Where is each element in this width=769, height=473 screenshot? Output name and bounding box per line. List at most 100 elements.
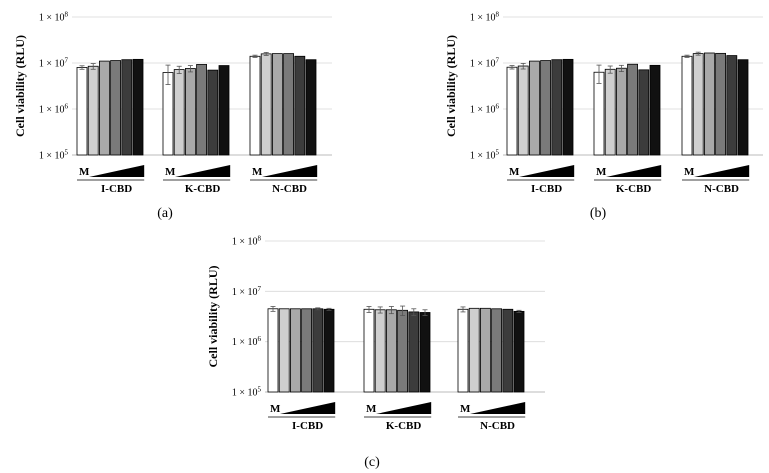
panel-label: (a) xyxy=(157,206,173,221)
bar xyxy=(737,59,749,156)
mock-label: M xyxy=(596,166,607,178)
y-tick-label: 1 × 106 xyxy=(39,103,69,116)
bar xyxy=(715,52,726,156)
bar xyxy=(593,71,605,156)
bar xyxy=(529,60,540,156)
y-tick-label: 1 × 105 xyxy=(39,149,69,162)
y-axis-label: Cell viability (RLU) xyxy=(444,35,458,137)
group-label: I-CBD xyxy=(531,183,562,195)
bar xyxy=(132,58,144,156)
bar xyxy=(260,53,272,156)
concentration-triangle xyxy=(262,165,318,177)
y-axis-label: Cell viability (RLU) xyxy=(206,266,220,368)
y-tick-label: 1 × 105 xyxy=(232,386,262,399)
group-label: I-CBD xyxy=(292,420,323,432)
group-label: N-CBD xyxy=(272,183,307,195)
bar xyxy=(323,308,335,393)
bar xyxy=(479,307,491,393)
bar xyxy=(692,53,704,156)
bar xyxy=(604,68,616,156)
bar xyxy=(397,309,409,393)
concentration-triangle xyxy=(280,402,336,414)
y-tick-label: 1 × 106 xyxy=(232,335,262,348)
y-tick-label: 1 × 108 xyxy=(470,11,500,24)
chart-panel-3: 1 × 105 1 × 106 1 × 107 1 × 108 Cell viabili… xyxy=(206,235,545,470)
bar xyxy=(419,312,431,393)
bar xyxy=(363,308,375,393)
bar xyxy=(704,52,715,156)
concentration-triangle xyxy=(694,165,750,177)
y-tick-label: 1 × 107 xyxy=(39,57,69,70)
mock-label: M xyxy=(252,166,263,178)
y-axis-label: Cell viability (RLU) xyxy=(13,35,27,137)
bar xyxy=(562,58,574,156)
panel-label: (b) xyxy=(590,206,607,221)
bar xyxy=(385,309,397,393)
bar xyxy=(616,67,627,156)
bar xyxy=(87,65,99,156)
bar xyxy=(506,66,518,156)
concentration-triangle xyxy=(376,402,432,414)
bar xyxy=(184,68,196,156)
bar xyxy=(649,64,661,156)
bar xyxy=(110,60,121,156)
group-label: K-CBD xyxy=(386,420,422,432)
concentration-triangle xyxy=(606,165,662,177)
concentration-triangle xyxy=(89,165,145,177)
bar xyxy=(540,60,551,156)
bar xyxy=(218,65,230,156)
bar xyxy=(551,59,563,156)
bar xyxy=(305,59,317,156)
y-tick-label: 1 × 107 xyxy=(470,57,500,70)
concentration-triangle xyxy=(175,165,231,177)
mock-label: M xyxy=(509,166,520,178)
mock-label: M xyxy=(366,403,377,415)
bar xyxy=(196,64,208,156)
bar xyxy=(638,69,650,156)
bar xyxy=(76,67,88,156)
bar xyxy=(207,69,219,156)
bar xyxy=(283,53,295,156)
mock-label: M xyxy=(79,166,90,178)
bar xyxy=(468,307,480,393)
bar xyxy=(289,308,301,393)
bar xyxy=(517,65,529,156)
chart-panel-2: 1 × 105 1 × 106 1 × 107 1 × 108 Cell viabili… xyxy=(444,11,763,221)
bar xyxy=(681,55,693,156)
bar xyxy=(271,53,283,156)
bar xyxy=(408,311,420,393)
group-label: K-CBD xyxy=(185,183,221,195)
bar xyxy=(294,55,306,156)
group-label: N-CBD xyxy=(704,183,739,195)
mock-label: M xyxy=(460,403,471,415)
mock-label: M xyxy=(270,403,281,415)
bar xyxy=(502,308,514,393)
bar xyxy=(301,308,313,393)
group-label: N-CBD xyxy=(480,420,515,432)
bar xyxy=(627,63,638,156)
y-tick-label: 1 × 106 xyxy=(470,103,500,116)
bar xyxy=(374,309,386,393)
chart-panel-1: 1 × 105 1 × 106 1 × 107 1 × 108 Cell viabili… xyxy=(13,11,332,221)
bar xyxy=(173,69,185,156)
mock-label: M xyxy=(165,166,176,178)
group-label: I-CBD xyxy=(101,183,132,195)
bar xyxy=(312,308,324,393)
bar xyxy=(513,310,525,393)
mock-label: M xyxy=(684,166,695,178)
y-tick-label: 1 × 105 xyxy=(470,149,500,162)
bar xyxy=(267,308,279,393)
concentration-triangle xyxy=(519,165,575,177)
bar xyxy=(491,308,503,393)
y-tick-label: 1 × 108 xyxy=(232,235,262,248)
bar xyxy=(249,55,261,156)
y-tick-label: 1 × 108 xyxy=(39,11,69,24)
concentration-triangle xyxy=(470,402,526,414)
panel-label: (c) xyxy=(364,455,380,470)
bar xyxy=(99,60,110,156)
group-label: K-CBD xyxy=(616,183,652,195)
bar xyxy=(726,55,738,156)
bar xyxy=(278,308,290,393)
bar xyxy=(121,59,133,156)
